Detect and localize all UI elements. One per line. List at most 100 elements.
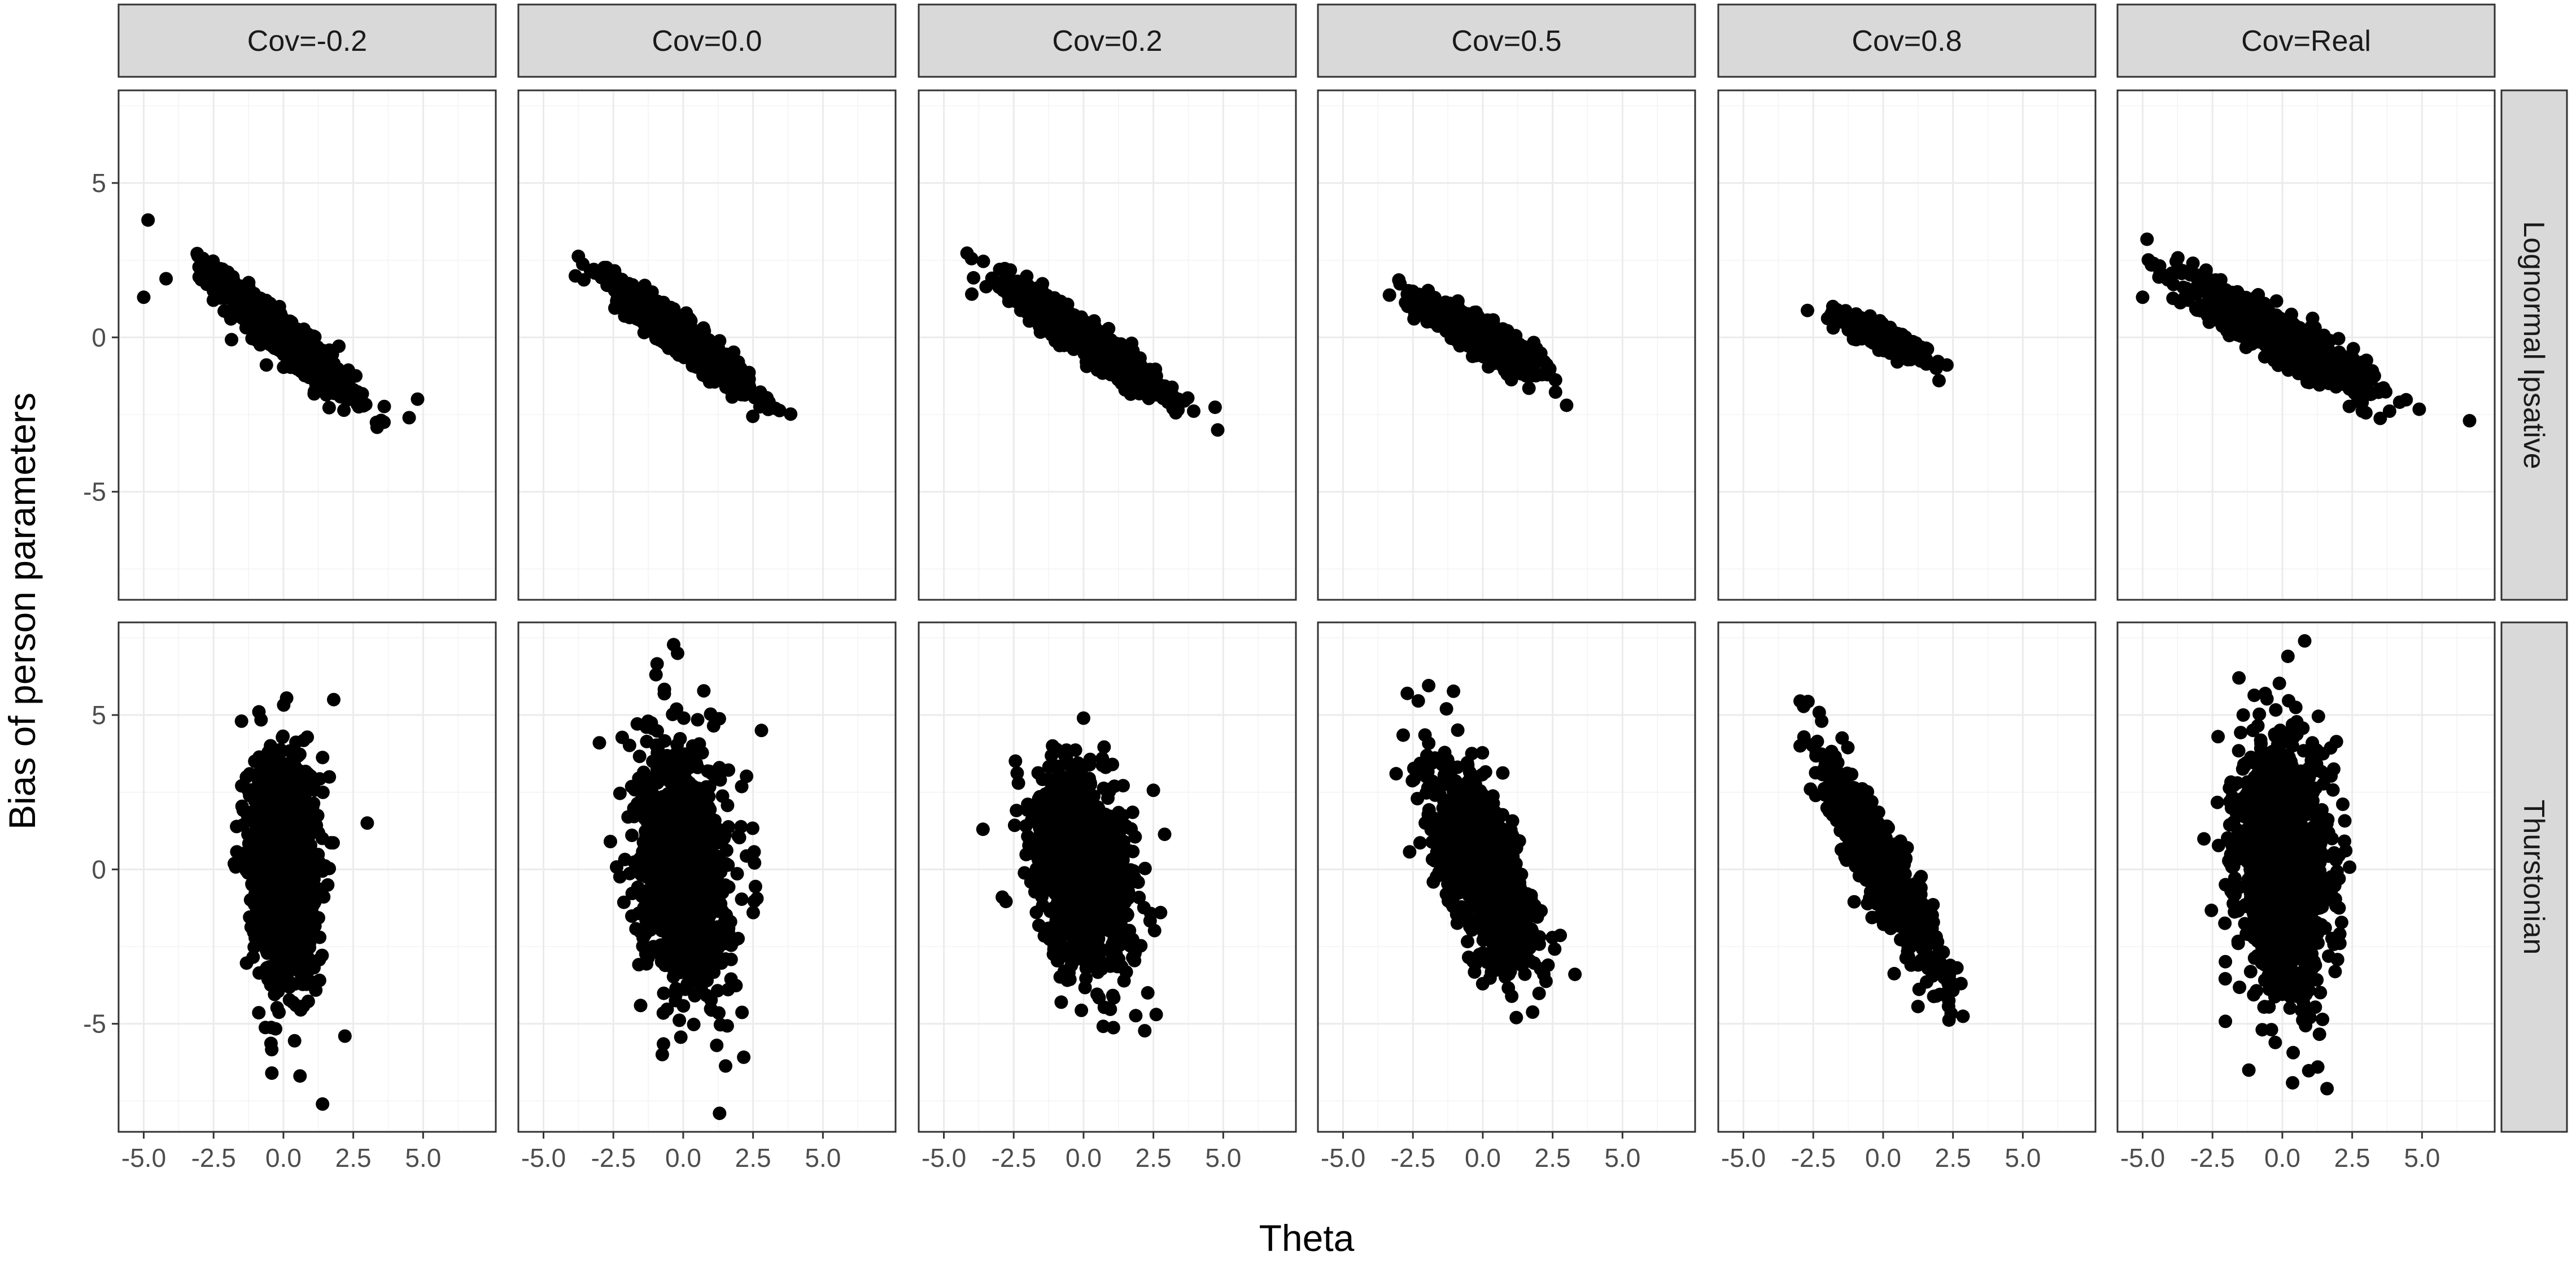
data-point: [1008, 293, 1022, 306]
data-point: [335, 381, 349, 395]
data-point: [263, 320, 277, 333]
data-point: [1043, 306, 1056, 320]
data-point: [967, 271, 980, 285]
data-point: [1021, 286, 1034, 300]
data-point: [1826, 300, 1840, 313]
data-point: [319, 377, 333, 390]
data-point: [1890, 341, 1904, 354]
data-point: [1522, 381, 1536, 395]
data-point: [694, 360, 708, 373]
facet-strip-label: Cov=0.5: [1451, 25, 1561, 58]
facet-strip-col-1: Cov=-0.2: [119, 5, 496, 77]
data-point: [977, 255, 990, 268]
data-point: [1515, 367, 1529, 381]
data-point: [730, 367, 744, 381]
data-point: [378, 400, 391, 413]
facet-strip-label: Cov=0.2: [1052, 25, 1162, 58]
data-point: [1477, 350, 1490, 364]
data-point: [1801, 304, 1814, 317]
data-point: [247, 315, 260, 328]
data-point: [1468, 306, 1481, 319]
facet-strip-label: Cov=0.0: [652, 25, 762, 58]
data-point: [159, 272, 173, 286]
data-point: [680, 321, 694, 335]
data-point: [242, 290, 255, 303]
data-point: [2373, 412, 2387, 425]
data-point: [322, 401, 336, 415]
facet-strip-col-6: Cov=Real: [2117, 5, 2495, 77]
facet-strip-col-3: Cov=0.2: [919, 5, 1296, 77]
data-point: [689, 344, 702, 358]
data-point: [1065, 330, 1079, 344]
data-point: [194, 273, 208, 286]
data-point: [746, 409, 759, 423]
data-point: [1020, 269, 1033, 283]
data-point: [1001, 281, 1015, 294]
facet-strip-label: Lognormal Ipsative: [2517, 221, 2550, 469]
data-point: [1446, 319, 1460, 333]
data-point: [616, 274, 630, 287]
data-point: [1467, 322, 1481, 336]
data-point: [306, 335, 320, 349]
data-point: [1491, 328, 1504, 341]
facet-strip-row-2: Thurstonian: [2501, 622, 2567, 1132]
facet-strip-label: Thurstonian: [2517, 800, 2550, 955]
data-point: [668, 308, 682, 322]
data-point: [224, 311, 237, 324]
data-point: [1541, 368, 1555, 381]
data-point: [1932, 374, 1946, 387]
data-point: [1187, 404, 1200, 418]
data-point: [137, 290, 151, 304]
data-point: [2343, 400, 2356, 413]
data-point: [1846, 312, 1859, 326]
data-point: [1117, 359, 1130, 373]
data-point: [993, 263, 1007, 276]
data-point: [1084, 341, 1097, 354]
data-point: [769, 402, 782, 415]
data-point: [1560, 399, 1573, 412]
data-point: [1879, 330, 1892, 344]
data-point: [587, 263, 601, 276]
data-point: [312, 357, 325, 371]
data-point: [1400, 287, 1414, 301]
data-point: [284, 351, 298, 365]
data-point: [2332, 332, 2346, 346]
data-point: [374, 413, 388, 427]
data-point: [1211, 423, 1225, 437]
data-point: [965, 252, 979, 265]
data-point: [1490, 345, 1504, 359]
data-point: [635, 286, 649, 300]
data-point: [651, 311, 665, 325]
data-point: [643, 298, 657, 312]
data-point: [225, 293, 238, 306]
data-point: [1523, 345, 1536, 359]
data-point: [141, 213, 155, 227]
data-point: [735, 388, 748, 402]
data-point: [1145, 367, 1158, 380]
data-point: [1069, 318, 1082, 332]
data-point: [965, 287, 979, 301]
facet-strip-label: Cov=-0.2: [247, 25, 367, 58]
data-point: [332, 339, 346, 353]
data-point: [666, 323, 680, 337]
data-point: [2359, 406, 2373, 420]
data-point: [1434, 315, 1448, 328]
data-point: [624, 295, 638, 308]
data-point: [715, 349, 728, 363]
data-point: [269, 339, 282, 353]
facet-strip-label: Cov=Real: [2241, 25, 2371, 58]
data-point: [1462, 338, 1475, 351]
data-point: [679, 306, 693, 320]
data-point: [411, 393, 425, 406]
data-point: [1166, 402, 1180, 415]
data-point: [351, 390, 365, 403]
facet-strip-row-1: Lognormal Ipsative: [2501, 90, 2567, 600]
facet-strip-col-4: Cov=0.5: [1318, 5, 1695, 77]
data-point: [260, 358, 273, 372]
data-point: [2412, 403, 2426, 416]
data-point: [1208, 400, 1222, 414]
data-point: [2307, 322, 2321, 335]
data-point: [1865, 324, 1878, 338]
